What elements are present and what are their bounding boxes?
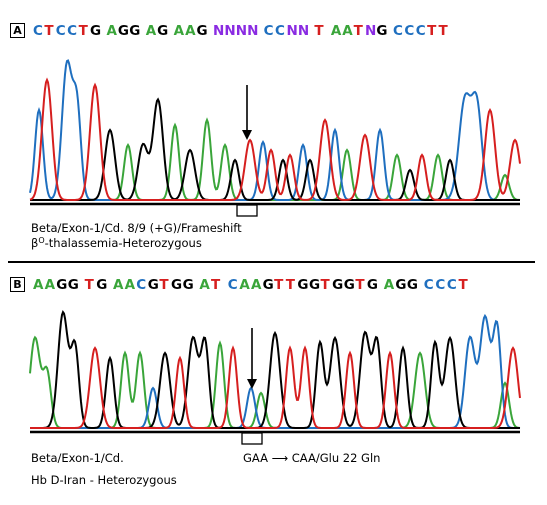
base-letter: G <box>96 277 108 293</box>
base-letter: G <box>147 277 159 293</box>
base-letter: A <box>239 277 250 293</box>
base-letter: C <box>33 23 43 39</box>
base-letter: C <box>415 23 426 39</box>
base-letter: T <box>320 277 330 293</box>
base-letter: C <box>423 277 434 293</box>
panel-b-mutation: GAA ⟶ CAA/Glu 22 Gln <box>243 451 381 465</box>
base-letter: T <box>458 277 468 293</box>
base-letter: N <box>235 23 248 39</box>
base-letter: A <box>106 23 117 39</box>
panel-divider <box>8 261 535 263</box>
base-letter: G <box>332 277 344 293</box>
panel-b-label: B <box>10 277 25 292</box>
base-letter: A <box>113 277 124 293</box>
base-letter: G <box>117 23 129 39</box>
panel-a-label: A <box>10 23 25 38</box>
base-letter: G <box>157 23 169 39</box>
base-letter: C <box>275 23 285 39</box>
base-letter: N <box>297 23 310 39</box>
base-letter: A <box>250 277 262 293</box>
base-letter: G <box>129 23 141 39</box>
base-letter: T <box>353 23 363 39</box>
base-letter: C <box>404 23 415 39</box>
mutation-marker-box <box>241 432 263 445</box>
base-letter: A <box>173 23 185 39</box>
base-letter: C <box>136 277 147 293</box>
base-letter: T <box>427 23 437 39</box>
base-letter: G <box>67 277 79 293</box>
base-letter: C <box>392 23 403 39</box>
base-letter: T <box>44 23 54 39</box>
base-letter: T <box>314 23 324 39</box>
trace-a <box>30 117 521 201</box>
base-letter: G <box>182 277 194 293</box>
base-letter: N <box>212 23 225 39</box>
base-letter: A <box>44 277 56 293</box>
panel-b-chromatogram <box>29 309 521 445</box>
base-letter: C <box>263 23 274 39</box>
mutation-arrowhead <box>242 130 252 140</box>
base-letter: T <box>355 277 365 293</box>
base-letter: T <box>78 23 88 39</box>
base-letter: G <box>196 23 208 39</box>
base-letter: G <box>89 23 102 39</box>
base-letter: T <box>274 277 284 293</box>
trace-g <box>30 97 520 201</box>
base-letter: G <box>376 23 388 39</box>
panel-a-caption-line2: βO-thalassemia-Heterozygous <box>31 236 202 250</box>
base-letter: G <box>297 277 309 293</box>
base-letter: A <box>124 277 136 293</box>
trace-g <box>30 309 520 429</box>
base-letter: G <box>56 277 68 293</box>
base-letter: G <box>170 277 183 293</box>
base-letter: T <box>285 277 295 293</box>
base-letter: N <box>286 23 298 39</box>
base-letter: C <box>67 23 78 39</box>
base-letter: T <box>159 277 169 293</box>
base-letter: G <box>366 277 378 293</box>
base-letter: A <box>145 23 157 39</box>
base-letter: C <box>446 277 457 293</box>
base-letter: G <box>308 277 321 293</box>
trace-t <box>29 77 521 202</box>
base-letter: A <box>185 23 196 39</box>
base-letter: G <box>343 277 355 293</box>
panel-b-caption-line1: Beta/Exon-1/Cd. <box>31 451 124 465</box>
base-letter: A <box>33 277 44 293</box>
base-letter: T <box>210 277 221 293</box>
base-letter: A <box>199 277 210 293</box>
base-letter: N <box>224 23 236 39</box>
base-letter: A <box>342 23 353 39</box>
base-letter: A <box>383 277 395 293</box>
base-letter: C <box>55 23 66 39</box>
base-letter: N <box>247 23 259 39</box>
base-letter: G <box>395 277 407 293</box>
base-letter: G <box>262 277 274 293</box>
base-letter: C <box>227 277 238 293</box>
trace-t <box>30 345 521 429</box>
base-letter: T <box>84 277 94 293</box>
mutation-marker-box <box>236 204 258 217</box>
mutation-arrowhead <box>247 379 257 389</box>
panel-a-chromatogram <box>29 59 521 217</box>
base-letter: G <box>406 277 418 293</box>
base-letter: C <box>435 277 446 293</box>
base-letter: A <box>330 23 342 39</box>
base-letter: T <box>438 23 448 39</box>
panel-b-caption-line2: Hb D-Iran - Heterozygous <box>31 473 177 487</box>
panel-a-caption-line1: Beta/Exon-1/Cd. 8/9 (+G)/Frameshift <box>31 221 242 235</box>
base-letter: N <box>365 23 377 39</box>
